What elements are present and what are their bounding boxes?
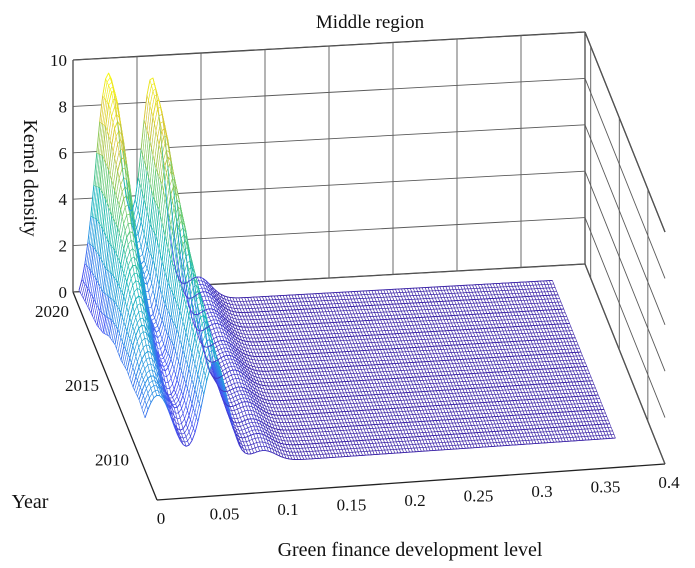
grid-lines: [72, 31, 666, 465]
surface-mesh: [78, 72, 616, 460]
grid-line-z-side: [584, 124, 666, 325]
grid-line-z-back: [72, 31, 586, 61]
grid-line-z-side: [584, 171, 666, 372]
grid-line-z-side: [584, 263, 666, 465]
grid-line-z-side: [584, 78, 666, 279]
grid-line-z-side: [584, 31, 666, 233]
y-axis-line: [72, 291, 158, 501]
x-axis-line: [156, 463, 666, 501]
grid-line-z-side: [584, 217, 666, 418]
